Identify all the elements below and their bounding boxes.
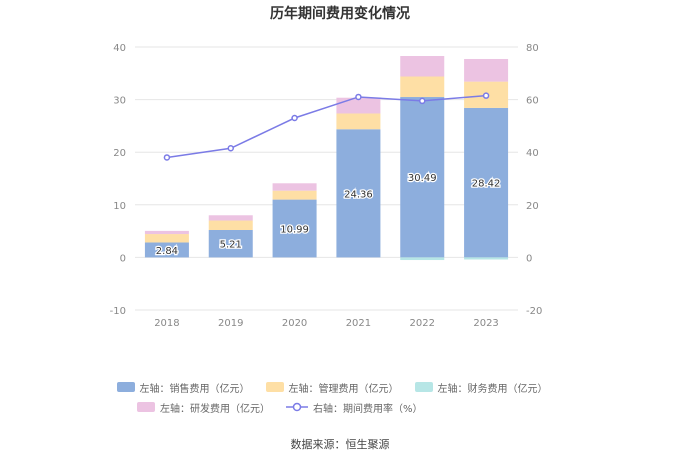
bar-segment-4 xyxy=(400,55,445,77)
legend-item-rnd[interactable]: 左轴：研发费用（亿元） xyxy=(137,400,270,415)
bar-value-label: 2.84 xyxy=(156,246,178,257)
bar-value-label: 30.49 xyxy=(408,173,437,184)
x-axis-tick-label: 2020 xyxy=(282,318,307,329)
right-axis-tick-label: -20 xyxy=(526,306,542,317)
bar-segment-4 xyxy=(464,58,509,82)
left-axis-tick-label: -10 xyxy=(110,306,126,317)
bar-segment-2 xyxy=(272,190,317,200)
legend-row-1: 左轴：销售费用（亿元） 左轴：管理费用（亿元） 左轴：财务费用（亿元） xyxy=(0,377,680,397)
bar-value-label-halo: 2.84 xyxy=(156,246,178,257)
right-axis-tick-label: 60 xyxy=(526,96,539,107)
legend-row-2: 左轴：研发费用（亿元） 右轴：期间费用率（%） xyxy=(0,397,680,417)
legend: 左轴：销售费用（亿元） 左轴：管理费用（亿元） 左轴：财务费用（亿元） 左轴：研… xyxy=(0,377,680,417)
legend-label-rnd: 左轴：研发费用（亿元） xyxy=(160,403,270,415)
legend-line-rate-icon xyxy=(286,402,308,412)
right-axis-tick-label: 20 xyxy=(526,201,539,212)
right-axis-tick-label: 0 xyxy=(526,253,532,264)
legend-label-sales: 左轴：销售费用（亿元） xyxy=(139,383,250,395)
bar-segment-2 xyxy=(400,76,445,98)
legend-item-rate[interactable]: 右轴：期间费用率（%） xyxy=(286,400,423,415)
rate-point xyxy=(227,145,234,152)
x-axis-tick-label: 2018 xyxy=(154,318,179,329)
left-axis-tick-label: 40 xyxy=(113,43,126,54)
left-axis-tick-label: 30 xyxy=(113,96,126,107)
bar-segment-2 xyxy=(336,113,381,130)
right-axis-tick-label: 80 xyxy=(526,43,539,54)
bar-segment-1 xyxy=(208,229,253,258)
rate-point xyxy=(482,92,490,99)
bar-value-label-halo: 5.21 xyxy=(220,240,242,251)
legend-swatch-rnd xyxy=(137,402,155,412)
bar-segment-1 xyxy=(400,97,445,258)
legend-label-finance: 左轴：财务费用（亿元） xyxy=(437,383,548,395)
left-axis-tick-label: 0 xyxy=(120,253,126,264)
left-axis-tick-label: 10 xyxy=(113,201,126,212)
rate-point xyxy=(291,114,298,122)
legend-item-finance[interactable]: 左轴：财务费用（亿元） xyxy=(414,380,548,395)
bar-segment-4 xyxy=(272,183,317,191)
legend-swatch-admin xyxy=(265,382,284,392)
rate-line xyxy=(166,94,487,159)
legend-swatch-sales xyxy=(116,382,135,392)
x-axis-tick-label: 2021 xyxy=(346,318,371,329)
bar-segment-3 xyxy=(464,257,509,260)
bar-segment-1 xyxy=(464,107,509,258)
bar-value-label-halo: 30.49 xyxy=(408,173,437,184)
bar-segment-1 xyxy=(272,199,317,258)
bar-value-label: 10.99 xyxy=(280,224,309,235)
legend-item-sales[interactable]: 左轴：销售费用（亿元） xyxy=(116,380,250,395)
x-axis-tick-label: 2019 xyxy=(218,318,243,329)
left-axis-tick-label: 20 xyxy=(113,148,126,159)
legend-item-admin[interactable]: 左轴：管理费用（亿元） xyxy=(265,380,399,395)
rate-point xyxy=(419,97,426,105)
bar-segment-3 xyxy=(400,257,445,261)
bar-segment-1 xyxy=(336,129,381,258)
bar-segment-1 xyxy=(144,242,189,258)
bar-value-label: 24.36 xyxy=(344,189,373,200)
chart-title: 历年期间费用变化情况 xyxy=(270,6,410,22)
bar-segment-2 xyxy=(144,234,189,243)
bar-value-label: 5.21 xyxy=(220,240,242,251)
bar-value-label-halo: 24.36 xyxy=(344,189,373,200)
bar-value-label: 28.42 xyxy=(472,179,501,190)
right-axis-tick-label: 40 xyxy=(526,148,539,159)
legend-swatch-finance xyxy=(414,382,433,392)
bar-segment-4 xyxy=(208,215,253,221)
bar-value-label-halo: 28.42 xyxy=(472,179,501,190)
x-axis-tick-label: 2023 xyxy=(473,318,498,329)
legend-label-rate: 右轴：期间费用率（%） xyxy=(313,403,423,415)
legend-label-admin: 左轴：管理费用（亿元） xyxy=(288,383,399,395)
bar-value-label-halo: 10.99 xyxy=(280,224,309,235)
bar-segment-4 xyxy=(336,97,381,114)
data-source: 数据来源：恒生聚源 xyxy=(290,438,390,451)
rate-point xyxy=(355,93,362,101)
bar-segment-4 xyxy=(144,230,189,235)
x-axis-tick-label: 2022 xyxy=(410,318,435,329)
rate-point xyxy=(163,154,171,161)
bar-segment-2 xyxy=(208,220,253,230)
